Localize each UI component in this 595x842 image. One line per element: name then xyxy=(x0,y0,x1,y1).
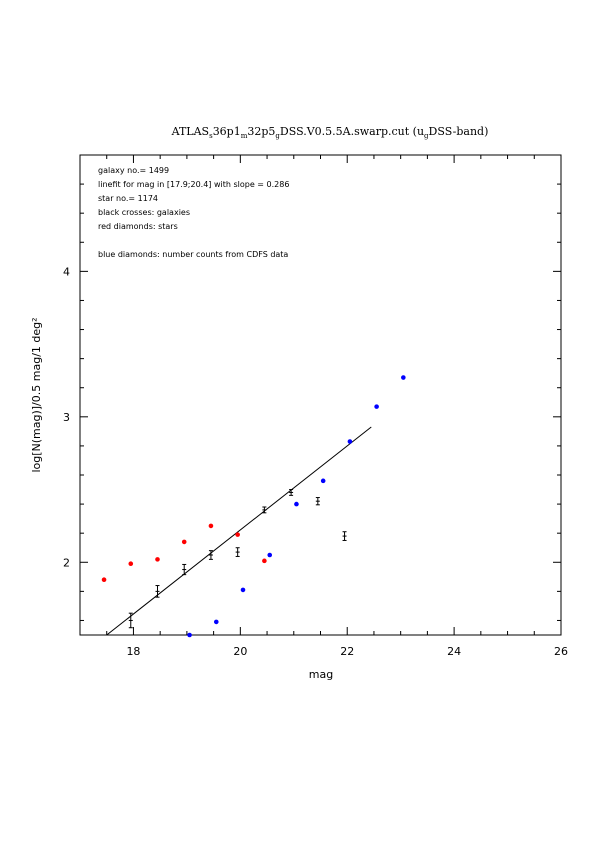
x-tick-label: 18 xyxy=(126,645,140,658)
cdfs-point xyxy=(294,501,299,507)
y-tick-label: 3 xyxy=(63,411,70,424)
x-tick-label: 20 xyxy=(233,645,247,658)
annotations: galaxy no.= 1499 linefit for mag in [17.… xyxy=(98,166,289,259)
y-tick-label: 4 xyxy=(63,265,70,278)
cdfs-point xyxy=(213,619,219,625)
cdfs-point xyxy=(267,552,273,558)
cdfs-point xyxy=(320,478,326,484)
galaxy-point xyxy=(128,612,133,629)
y-tick-labels: 2 3 4 xyxy=(63,265,70,569)
star-point xyxy=(128,561,134,567)
annotation-red-diamonds: red diamonds: stars xyxy=(98,222,178,231)
galaxy-point xyxy=(315,497,320,506)
galaxy-point xyxy=(155,585,160,598)
annotation-black-crosses: black crosses: galaxies xyxy=(98,208,190,217)
annotation-blue-diamonds: blue diamonds: number counts from CDFS d… xyxy=(98,250,288,259)
cdfs-point xyxy=(374,404,379,409)
cdfs-point xyxy=(187,632,192,638)
x-tick-label: 22 xyxy=(340,645,354,658)
fit-line xyxy=(106,426,372,636)
data-points xyxy=(101,375,406,638)
galaxy-point xyxy=(289,489,294,496)
galaxy-point xyxy=(342,531,347,541)
star-point xyxy=(208,523,214,529)
y-tick-label: 2 xyxy=(63,556,70,569)
annotation-galaxy-count: galaxy no.= 1499 xyxy=(98,166,169,175)
x-tick-labels: 18 20 22 24 26 xyxy=(126,645,568,658)
cdfs-point xyxy=(240,587,246,593)
galaxy-point xyxy=(182,563,187,576)
galaxy-point xyxy=(235,547,240,557)
star-point xyxy=(155,557,160,562)
star-point xyxy=(235,532,240,537)
y-axis-label: log[N(mag)]/0.5 mag/1 deg² xyxy=(30,317,43,472)
x-axis-label: mag xyxy=(309,668,333,681)
annotation-star-count: star no.= 1174 xyxy=(98,194,158,203)
cdfs-point xyxy=(401,375,406,380)
annotation-linefit: linefit for mag in [17.9;20.4] with slop… xyxy=(98,180,289,189)
x-tick-label: 24 xyxy=(447,645,461,658)
galaxy-point xyxy=(262,506,267,514)
axis-ticks xyxy=(79,154,562,635)
chart-title: ATLASs36p1m32p5gDSS.V0.5.5A.swarp.cut (u… xyxy=(171,125,489,140)
star-point xyxy=(101,577,107,583)
fit-line-group xyxy=(106,426,372,636)
cdfs-point xyxy=(347,439,353,444)
star-point xyxy=(262,558,267,564)
star-point xyxy=(181,539,187,545)
galaxy-point xyxy=(208,550,213,560)
x-tick-label: 26 xyxy=(554,645,568,658)
